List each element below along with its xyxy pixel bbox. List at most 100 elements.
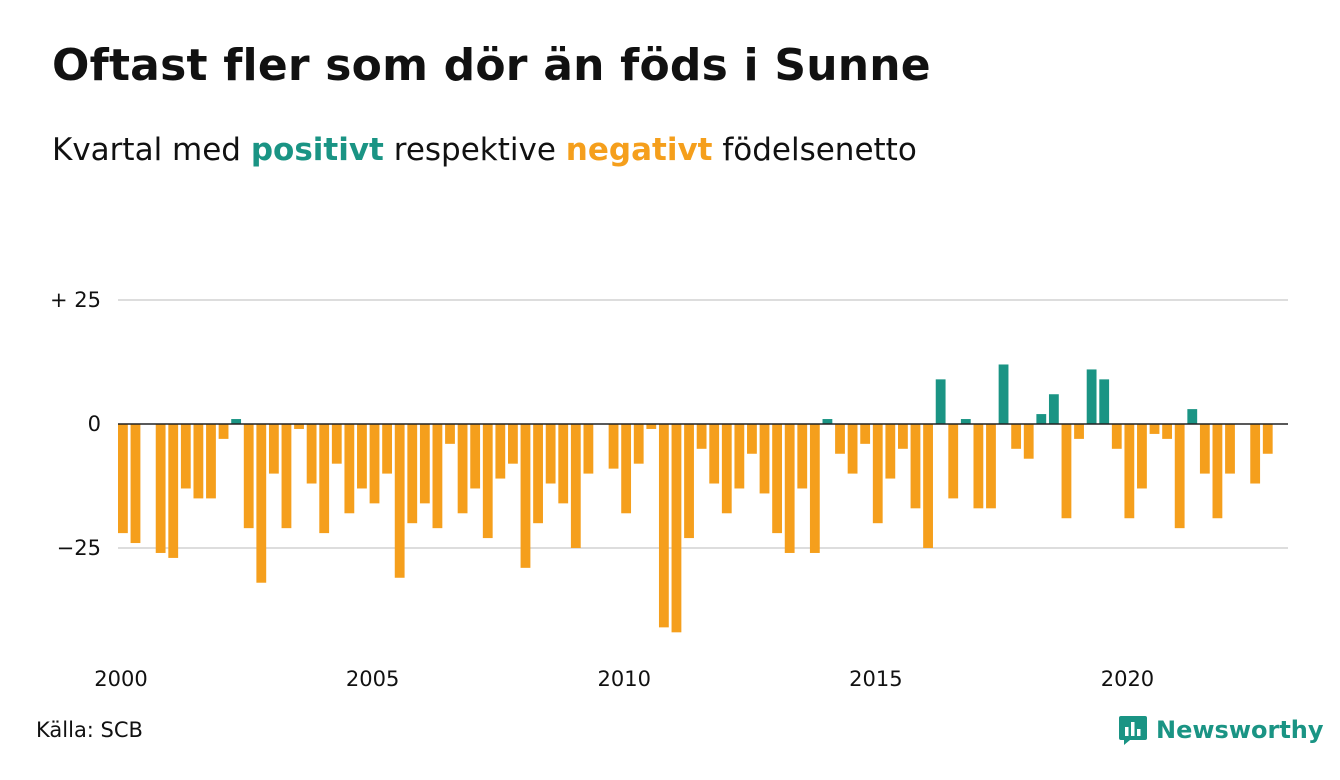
bar-negative: [608, 424, 619, 469]
bar-negative: [948, 424, 959, 499]
bar-negative: [721, 424, 732, 514]
y-tick-label: + 25: [50, 288, 101, 312]
brand-logo: Newsworthy: [1118, 712, 1324, 748]
bar-negative: [1262, 424, 1273, 454]
bar-negative: [243, 424, 254, 529]
bar-negative: [294, 424, 304, 429]
bar-negative: [973, 424, 984, 509]
bar-negative: [394, 424, 405, 578]
x-tick-label: 2010: [597, 667, 650, 691]
bar-negative: [872, 424, 883, 524]
brand-name: Newsworthy: [1156, 716, 1324, 744]
bar-negative: [696, 424, 707, 449]
bar-negative: [797, 424, 808, 489]
bar-negative: [130, 424, 141, 544]
bar-negative: [1225, 424, 1235, 474]
source-note: Källa: SCB: [36, 718, 143, 742]
bar-negative: [772, 424, 783, 534]
bar-positive: [822, 419, 833, 424]
bar-negative: [923, 424, 933, 548]
bar-chart: + 25 0 −25 2000 2005 2010 2015 2020: [50, 288, 1288, 691]
bar-negative: [658, 424, 669, 628]
bar-negative: [331, 424, 342, 464]
bar-negative: [847, 424, 858, 474]
y-axis-ticks: + 25 0 −25: [50, 288, 101, 560]
bars: [118, 364, 1273, 633]
bar-positive: [1187, 409, 1198, 424]
bar-positive: [1086, 369, 1097, 424]
bar-negative: [784, 424, 795, 553]
bar-negative: [671, 424, 682, 633]
bar-negative: [570, 424, 581, 548]
bar-negative: [885, 424, 896, 479]
bar-negative: [281, 424, 292, 529]
bar-negative: [155, 424, 166, 553]
bar-negative: [445, 424, 455, 444]
subtitle-text-before: Kvartal med: [52, 132, 241, 168]
subtitle-positive-label: positivt: [250, 132, 384, 168]
bar-negative: [1199, 424, 1210, 474]
bar-negative: [747, 424, 757, 454]
bar-negative: [520, 424, 531, 568]
chart-title: Oftast fler som dör än föds i Sunne: [52, 40, 931, 91]
bar-negative: [369, 424, 380, 504]
bar-negative: [306, 424, 317, 484]
bar-negative: [860, 424, 871, 444]
bar-negative: [734, 424, 745, 489]
bar-negative: [419, 424, 430, 504]
bar-negative: [759, 424, 770, 494]
bar-negative: [1061, 424, 1072, 519]
bar-negative: [1023, 424, 1034, 459]
bar-negative: [193, 424, 204, 499]
bar-negative: [1250, 424, 1261, 484]
bar-negative: [256, 424, 267, 583]
bar-positive: [935, 379, 946, 424]
bar-negative: [508, 424, 518, 464]
bar-negative: [319, 424, 330, 534]
bar-negative: [218, 424, 229, 439]
bar-negative: [1137, 424, 1147, 489]
bar-negative: [633, 424, 644, 464]
bar-negative: [1149, 424, 1160, 434]
x-axis-ticks: 2000 2005 2010 2015 2020: [94, 667, 1154, 691]
bar-negative: [986, 424, 996, 509]
bar-negative: [1111, 424, 1122, 449]
x-tick-label: 2020: [1101, 667, 1154, 691]
bar-positive: [960, 419, 971, 424]
bar-negative: [1212, 424, 1223, 519]
bar-negative: [344, 424, 355, 514]
bar-negative: [495, 424, 506, 479]
bar-negative: [1124, 424, 1135, 519]
bar-positive: [231, 419, 242, 424]
bar-negative: [168, 424, 179, 558]
bar-negative: [407, 424, 418, 524]
bar-negative: [457, 424, 468, 514]
bar-negative: [482, 424, 493, 539]
bar-positive: [1099, 379, 1110, 424]
y-tick-label: 0: [88, 412, 101, 436]
bar-negative: [835, 424, 845, 454]
y-tick-label: −25: [57, 536, 101, 560]
bar-negative: [809, 424, 820, 553]
bar-negative: [1162, 424, 1173, 439]
bar-positive: [998, 364, 1009, 424]
x-tick-label: 2005: [346, 667, 399, 691]
bar-negative: [545, 424, 556, 484]
bar-negative: [898, 424, 908, 449]
bar-negative: [558, 424, 569, 504]
gridlines: [118, 299, 1288, 549]
bar-negative: [432, 424, 443, 529]
bar-negative: [118, 424, 128, 534]
subtitle-text-after: födelsenetto: [722, 132, 917, 168]
bar-positive: [1036, 414, 1047, 424]
bar-negative: [709, 424, 720, 484]
bar-negative: [1074, 424, 1084, 439]
bar-negative: [382, 424, 393, 474]
x-tick-label: 2015: [849, 667, 902, 691]
subtitle-text-middle: respektive: [393, 132, 556, 168]
subtitle-negative-label: negativt: [565, 132, 713, 168]
bar-negative: [646, 424, 657, 429]
bar-negative: [206, 424, 216, 499]
bar-negative: [357, 424, 367, 489]
bar-negative: [910, 424, 921, 509]
